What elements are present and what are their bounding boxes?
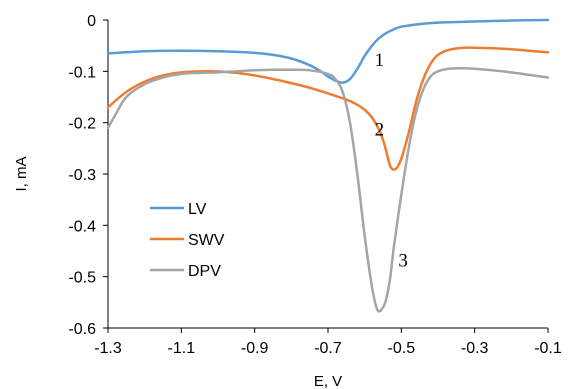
plot-area: -1.3 -1.1 -0.9 -0.7 -0.5 -0.3 -0.1 0 -0.1 -0.2 -0… <box>68 13 561 357</box>
series-lines <box>106 18 550 313</box>
x-tick-label: -0.7 <box>314 340 342 357</box>
y-tick-label: -0.3 <box>68 167 96 184</box>
curve-annotation: 1 <box>375 50 385 71</box>
x-axis-ticks: -1.3 -1.1 -0.9 -0.7 -0.5 -0.3 -0.1 <box>94 328 562 357</box>
series-line-lv <box>106 18 550 84</box>
legend-label-dpv: DPV <box>188 263 221 280</box>
series-line-swv <box>106 46 550 171</box>
x-tick-label: -0.9 <box>241 340 269 357</box>
x-tick-label: -1.3 <box>94 340 122 357</box>
series-line-dpv <box>106 67 550 313</box>
legend: LV SWV DPV <box>150 201 225 280</box>
curve-annotations: 1 2 3 <box>375 50 408 271</box>
legend-label-swv: SWV <box>188 232 225 249</box>
x-tick-label: -0.1 <box>534 340 562 357</box>
x-axis-label: E, V <box>314 373 342 389</box>
y-tick-label: -0.1 <box>68 64 96 81</box>
x-tick-label: -0.5 <box>388 340 416 357</box>
x-tick-label: -1.1 <box>168 340 196 357</box>
curve-annotation: 3 <box>398 250 408 271</box>
legend-label-lv: LV <box>188 201 207 218</box>
y-tick-label: -0.5 <box>68 270 96 287</box>
y-tick-label: -0.4 <box>68 218 96 235</box>
x-tick-label: -0.3 <box>461 340 489 357</box>
y-tick-label: -0.6 <box>68 321 96 338</box>
y-axis-label: I, mA <box>13 156 30 191</box>
curve-annotation: 2 <box>375 120 385 141</box>
y-tick-label: 0 <box>87 13 96 30</box>
y-axis-ticks: 0 -0.1 -0.2 -0.3 -0.4 -0.5 -0.6 <box>68 13 108 338</box>
y-tick-label: -0.2 <box>68 116 96 133</box>
